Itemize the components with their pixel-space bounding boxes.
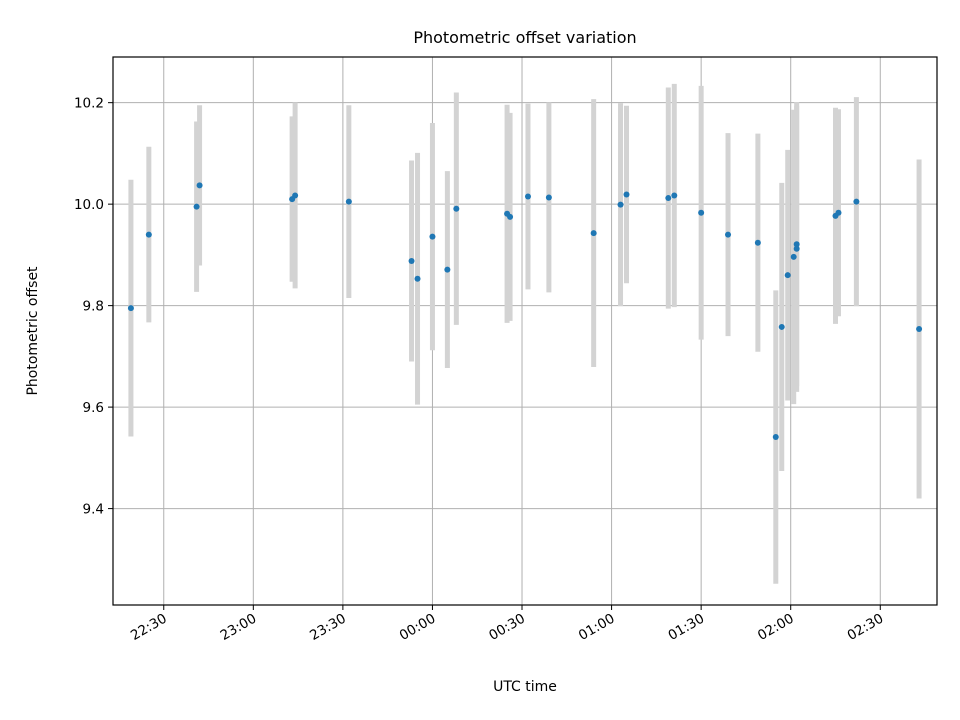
data-point <box>145 231 152 238</box>
x-tick-label: 00:00 <box>397 611 439 644</box>
data-point <box>778 323 785 330</box>
plot-frame <box>112 56 938 606</box>
x-tick-label: 01:00 <box>576 611 618 644</box>
data-point <box>784 272 791 279</box>
data-point <box>453 205 460 212</box>
data-point <box>429 233 436 240</box>
y-tick-label: 10.0 <box>74 197 104 213</box>
y-tick-label: 10.2 <box>74 96 104 112</box>
x-axis-ticks: 22:30 23:00 23:30 00:00 00:30 01:00 01:30 02:00… <box>128 605 886 644</box>
data-point <box>793 241 800 248</box>
x-tick-label: 23:30 <box>307 611 349 644</box>
x-tick-label: 02:00 <box>755 611 797 644</box>
data-point <box>196 182 203 189</box>
x-tick-label: 22:30 <box>128 611 170 644</box>
data-point <box>698 209 705 216</box>
data-point <box>665 195 672 202</box>
data-point <box>414 275 421 282</box>
data-point <box>345 198 352 205</box>
chart-title: Photometric offset variation <box>413 28 636 47</box>
data-points <box>127 182 923 441</box>
y-tick-label: 9.6 <box>83 400 104 416</box>
data-point <box>127 305 134 312</box>
y-axis-label: Photometric offset <box>25 266 41 396</box>
data-point <box>444 266 451 273</box>
x-tick-label: 00:30 <box>486 611 528 644</box>
data-point <box>408 257 415 264</box>
x-tick-label: 23:00 <box>218 611 260 644</box>
data-point <box>916 325 923 332</box>
data-point <box>835 209 842 216</box>
data-point <box>754 239 761 246</box>
data-point <box>853 198 860 205</box>
data-point <box>545 194 552 201</box>
data-point <box>292 192 299 199</box>
data-point <box>725 231 732 238</box>
data-point <box>772 434 779 441</box>
y-axis-ticks: 9.4 9.6 9.8 10.0 10.2 <box>74 96 113 518</box>
grid-lines <box>113 57 937 605</box>
data-point <box>793 245 800 252</box>
x-tick-label: 01:30 <box>665 611 707 644</box>
y-tick-label: 9.8 <box>83 299 104 315</box>
data-point <box>507 213 514 220</box>
y-tick-label: 9.4 <box>83 502 104 518</box>
data-point <box>790 253 797 260</box>
x-tick-label: 02:30 <box>845 611 887 644</box>
data-point <box>524 193 531 200</box>
data-point <box>617 201 624 208</box>
data-point <box>193 203 200 210</box>
data-point <box>671 192 678 199</box>
data-point <box>590 230 597 237</box>
data-point <box>623 191 630 198</box>
x-axis-label: UTC time <box>493 679 557 695</box>
